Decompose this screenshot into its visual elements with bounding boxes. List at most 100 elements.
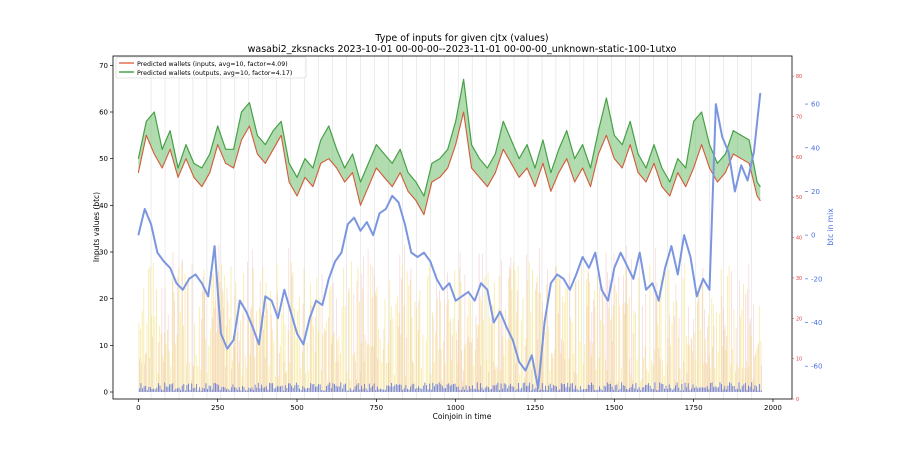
inputs-series-point bbox=[296, 195, 298, 197]
outputs-series-point bbox=[264, 144, 266, 146]
btc-in-mix-series-point bbox=[417, 256, 418, 258]
btc-in-mix-series-point bbox=[398, 201, 399, 203]
outputs-series-point bbox=[740, 134, 742, 136]
btc-in-mix-series-point bbox=[506, 326, 507, 328]
x-tick-label: 250 bbox=[211, 404, 224, 412]
inputs-series-point bbox=[463, 111, 465, 113]
y-axis-left-label: Inputs values (btc) bbox=[92, 192, 101, 262]
btc-in-mix-series-point bbox=[328, 278, 330, 280]
btc-in-mix-series-point bbox=[632, 278, 634, 280]
btc-in-mix-series-point bbox=[252, 326, 254, 328]
outputs-series-point bbox=[391, 162, 393, 164]
inputs-series-point bbox=[145, 134, 147, 136]
btc-in-mix-series-point bbox=[302, 343, 304, 345]
x-tick-label: 0 bbox=[136, 404, 140, 412]
btc-in-mix-series-point bbox=[588, 267, 590, 269]
legend-label-outputs: Predicted wallets (outputs, avg=10, fact… bbox=[137, 70, 292, 77]
btc-in-mix-series-point bbox=[696, 295, 698, 297]
outputs-series-point bbox=[502, 120, 504, 122]
outputs-series-point bbox=[344, 167, 346, 169]
outputs-series-point bbox=[724, 153, 726, 155]
inputs-series-point bbox=[233, 167, 234, 169]
x-tick-label: 1500 bbox=[605, 404, 623, 412]
inputs-series-point bbox=[669, 195, 671, 197]
inputs-series-point bbox=[605, 134, 607, 136]
btc-in-mix-series-point bbox=[239, 300, 241, 302]
btc-in-mix-series-point bbox=[575, 274, 577, 275]
btc-in-mix-series-point bbox=[734, 191, 736, 192]
btc-in-mix-series-point bbox=[423, 252, 425, 254]
y-mid-tick-label: 20 bbox=[796, 316, 802, 322]
btc-in-mix-series-point bbox=[195, 274, 196, 275]
x-axis: 0 250 500 750 1000 1250 1500 1750 2000 bbox=[136, 399, 782, 412]
outputs-series-point bbox=[550, 172, 552, 174]
btc-in-mix-series-point bbox=[728, 151, 729, 153]
inputs-series-point bbox=[328, 158, 330, 160]
outputs-series-point bbox=[137, 158, 139, 160]
btc-in-mix-series-point bbox=[347, 223, 349, 225]
x-tick-label: 1000 bbox=[447, 404, 465, 412]
btc-in-mix-series-point bbox=[341, 252, 342, 254]
inputs-series-line bbox=[137, 111, 761, 216]
btc-in-mix-series-point bbox=[715, 103, 717, 105]
inputs-series-point bbox=[169, 148, 171, 150]
btc-in-mix-series-point bbox=[188, 278, 190, 280]
inputs-series-point bbox=[613, 158, 615, 160]
btc-in-mix-series-point bbox=[709, 289, 710, 291]
y-mid-tick-label: 10 bbox=[796, 357, 802, 363]
btc-in-mix-series-point bbox=[455, 300, 457, 302]
btc-in-mix-series-point bbox=[157, 252, 158, 254]
btc-in-mix-series-point bbox=[404, 223, 406, 225]
outputs-series-point bbox=[407, 172, 409, 174]
outputs-series-point bbox=[383, 153, 385, 155]
btc-in-mix-series-point bbox=[461, 295, 463, 297]
outputs-series-point bbox=[336, 148, 338, 150]
btc-in-mix-series-point bbox=[569, 289, 571, 291]
btc-in-mix-series-point bbox=[315, 300, 317, 302]
inputs-series-point bbox=[415, 200, 417, 202]
btc-in-mix-series-point bbox=[658, 300, 660, 302]
inputs-series-point bbox=[193, 176, 195, 178]
btc-in-mix-series-point bbox=[137, 234, 139, 236]
outputs-series-point bbox=[701, 111, 702, 113]
inputs-series-point bbox=[368, 186, 369, 188]
btc-in-mix-series-point bbox=[702, 278, 704, 280]
btc-in-mix-series-point bbox=[169, 267, 171, 269]
btc-in-mix-series-point bbox=[442, 289, 444, 291]
y-mid-tick-label: 60 bbox=[796, 155, 802, 161]
inputs-series-point bbox=[241, 139, 242, 141]
outputs-series-point bbox=[431, 162, 433, 164]
inputs-series-point bbox=[455, 144, 457, 146]
outputs-series-point bbox=[447, 148, 449, 150]
outputs-series-point bbox=[518, 158, 520, 160]
x-tick-label: 1250 bbox=[526, 404, 544, 412]
outputs-series-point bbox=[709, 144, 710, 146]
inputs-series-point bbox=[550, 190, 552, 192]
btc-in-mix-series-point bbox=[480, 282, 482, 284]
outputs-series-point bbox=[201, 167, 203, 169]
inputs-series-point bbox=[177, 176, 179, 178]
inputs-series-point bbox=[201, 186, 203, 188]
inputs-series-point bbox=[153, 153, 155, 155]
btc-in-mix-series-point bbox=[353, 217, 355, 219]
inputs-series-point bbox=[637, 172, 639, 174]
btc-in-mix-series-point bbox=[182, 289, 184, 291]
outputs-series-point bbox=[759, 186, 761, 188]
outputs-series-point bbox=[177, 167, 179, 169]
inputs-series-point bbox=[288, 181, 290, 183]
y-left-tick-label: 60 bbox=[99, 109, 108, 117]
inputs-series-point bbox=[312, 186, 314, 188]
inputs-series-point bbox=[375, 167, 377, 169]
btc-in-mix-series-point bbox=[429, 260, 431, 262]
outputs-series-point bbox=[566, 130, 568, 132]
outputs-series-point bbox=[582, 144, 583, 146]
btc-in-mix-series-point bbox=[226, 348, 228, 350]
outputs-series-point bbox=[621, 144, 623, 146]
inputs-series-point bbox=[566, 158, 568, 160]
y-mid-tick-label: 50 bbox=[796, 195, 802, 201]
outputs-series-point bbox=[463, 78, 465, 80]
btc-in-mix-series-point bbox=[626, 265, 628, 267]
btc-in-mix-series-point bbox=[264, 295, 266, 297]
outputs-series-point bbox=[241, 111, 242, 113]
